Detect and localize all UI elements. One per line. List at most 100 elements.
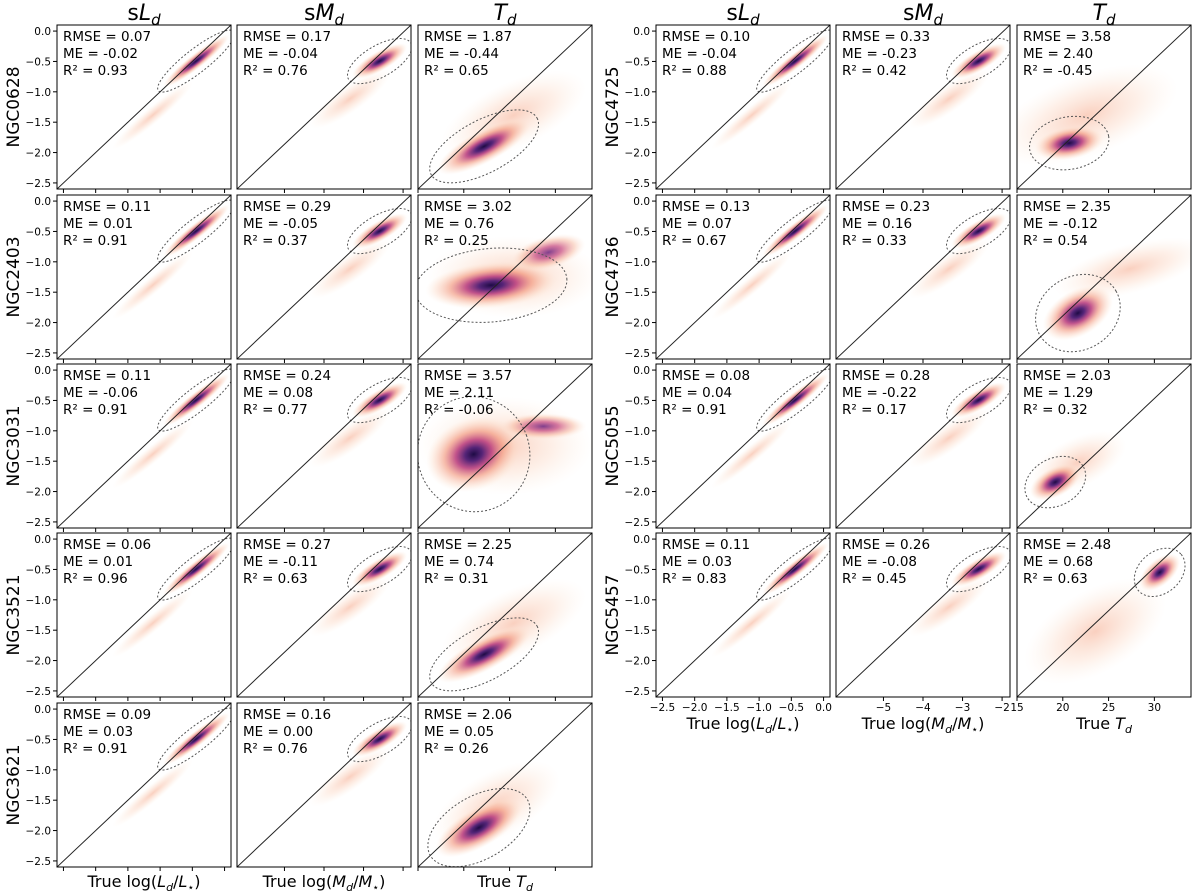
density-blob — [1024, 578, 1167, 685]
xl-part: M — [332, 872, 346, 891]
density-blob — [309, 746, 391, 807]
y-tick-label: −1.5 — [26, 795, 52, 807]
contour-line — [756, 29, 830, 93]
density-blob — [711, 251, 793, 320]
panel-frame — [417, 532, 593, 698]
xl-part: L — [157, 872, 166, 891]
density-map — [237, 364, 411, 528]
y-tick-label: 0.0 — [633, 534, 650, 546]
xl-part: L — [756, 714, 765, 733]
one-to-one-line — [57, 703, 231, 867]
density-blob — [426, 416, 522, 492]
contour-line — [429, 617, 540, 692]
contour-line — [157, 368, 231, 432]
title-prefix: s — [903, 1, 914, 26]
stat-rmse: RMSE = 0.11 — [662, 537, 750, 553]
stat-rmse: RMSE = 0.10 — [662, 29, 750, 45]
density-blob — [112, 420, 194, 489]
x-axis-label-T: True Td — [1075, 714, 1133, 736]
xl-part: True log( — [86, 872, 157, 891]
y-tick-label: 0.0 — [34, 196, 51, 208]
one-to-one-line — [237, 25, 411, 189]
stat-rmse: RMSE = 0.17 — [243, 29, 331, 45]
x-tick-label: −1.5 — [714, 702, 740, 714]
stat-r2: R² = 0.17 — [842, 402, 907, 418]
density-map — [656, 533, 830, 697]
density-map — [418, 703, 592, 867]
density-blob — [352, 721, 408, 757]
one-to-one-line — [1017, 195, 1191, 359]
xl-part: True — [476, 872, 516, 891]
y-tick-label: −0.5 — [625, 226, 651, 238]
galaxy-label: NGC3031 — [4, 405, 24, 486]
xl-part: True log( — [685, 714, 756, 733]
stat-me: ME = 2.11 — [424, 385, 494, 401]
one-to-one-line — [656, 364, 830, 528]
stat-rmse: RMSE = 2.35 — [1023, 199, 1111, 215]
density-blob — [309, 238, 391, 299]
column-title-sL: sLd — [127, 1, 161, 29]
stat-me: ME = -0.06 — [63, 385, 138, 401]
density-blob — [951, 382, 1007, 418]
y-tick-label: −2.0 — [26, 487, 52, 499]
stat-me: ME = -0.05 — [243, 216, 318, 232]
y-tick-label: −2.0 — [26, 656, 52, 668]
stat-rmse: RMSE = 3.02 — [424, 199, 512, 215]
stat-rmse: RMSE = 0.11 — [63, 368, 151, 384]
stat-me: ME = 0.74 — [424, 554, 494, 570]
density-blob — [1054, 237, 1191, 301]
y-tick-label: −2.5 — [625, 686, 651, 698]
x-axis-label-sM: True log(Md/M⋆) — [861, 714, 985, 736]
density-blob — [908, 238, 990, 299]
density-blob — [352, 382, 408, 418]
density-blob — [1139, 553, 1181, 591]
xl-part: M — [957, 714, 971, 733]
panel-frame — [417, 363, 593, 529]
stat-r2: R² = 0.33 — [842, 233, 907, 249]
title-sub: d — [1106, 11, 1116, 29]
panel-frame — [1016, 194, 1192, 360]
x-tick-label: 25 — [1102, 702, 1115, 714]
xl-part: / — [173, 872, 179, 891]
one-to-one-line — [836, 364, 1010, 528]
density-blob — [435, 797, 523, 858]
x-tick-label: −3 — [955, 702, 970, 714]
stat-r2: R² = 0.31 — [424, 571, 489, 587]
panel-frame — [655, 363, 831, 529]
contour-line — [157, 537, 231, 601]
panel-frame — [655, 194, 831, 360]
density-map — [57, 533, 231, 697]
galaxy-label: NGC2403 — [4, 236, 24, 317]
y-tick-label: −0.5 — [625, 395, 651, 407]
stat-rmse: RMSE = 2.06 — [424, 707, 512, 723]
density-map — [418, 364, 592, 528]
y-tick-label: −0.5 — [26, 56, 52, 68]
density-map — [418, 25, 592, 189]
density-blob — [425, 261, 557, 309]
density-blob — [1042, 285, 1113, 341]
density-map — [656, 364, 830, 528]
contour-line — [1133, 547, 1186, 598]
contour-line — [756, 199, 830, 263]
y-tick-label: −0.5 — [26, 226, 52, 238]
stat-r2: R² = 0.77 — [243, 402, 308, 418]
density-blob — [711, 589, 793, 658]
y-tick-label: −2.0 — [26, 826, 52, 838]
density-map — [1017, 533, 1191, 697]
x-axis-label-T: True Td — [476, 872, 534, 894]
one-to-one-line — [418, 195, 592, 359]
contour-line — [418, 247, 568, 323]
stat-r2: R² = -0.06 — [424, 402, 494, 418]
